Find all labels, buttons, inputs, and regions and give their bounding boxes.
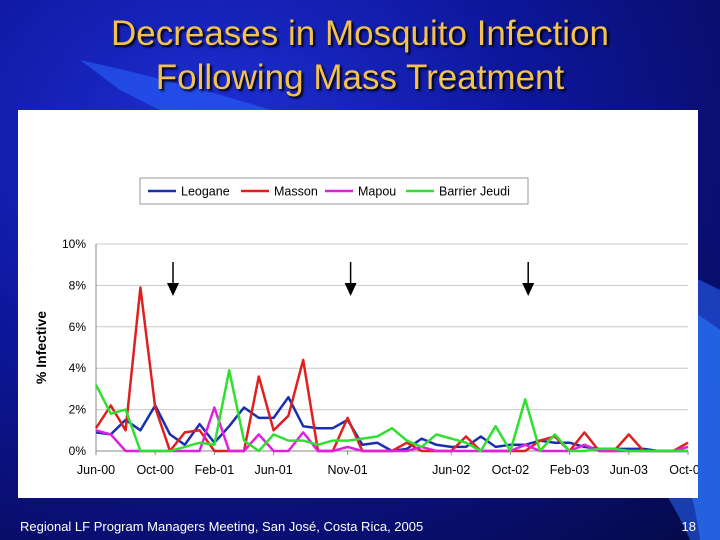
- treatment-arrow-head: [522, 283, 535, 296]
- title-line-2: Following Mass Treatment: [155, 58, 565, 97]
- y-tick-label: 10%: [62, 237, 86, 251]
- y-tick-label: 4%: [69, 361, 87, 375]
- x-tick-label: Oct-02: [492, 463, 530, 477]
- y-tick-label: 2%: [69, 403, 87, 417]
- slide-title: Decreases in Mosquito Infection Followin…: [0, 12, 720, 100]
- x-tick-label: Jun-02: [432, 463, 470, 477]
- page-number: 18: [681, 519, 696, 534]
- x-tick-label: Oct-00: [136, 463, 174, 477]
- line-chart: 0% 2% 4% 6% 8% 10% Jun-00 Oct-00 Feb-01 Jun-01 Nov…: [33, 177, 707, 477]
- x-tick-label: Oct-03: [669, 463, 698, 477]
- chart-panel: 0% 2% 4% 6% 8% 10% Jun-00 Oct-00 Feb-01 Jun-01 Nov…: [18, 110, 707, 498]
- x-tick-label: Jun-03: [610, 463, 648, 477]
- y-tick-label: 0%: [69, 444, 87, 458]
- series-line-mapou: [95, 406, 689, 453]
- x-tick-label: Nov-01: [327, 463, 367, 477]
- legend-label: Leogane: [181, 185, 230, 199]
- y-tick-label: 8%: [69, 278, 87, 292]
- legend-label: Masson: [274, 185, 318, 199]
- series-line-barrier-jeudi: [94, 369, 688, 453]
- title-line-1: Decreases in Mosquito Infection: [110, 14, 610, 53]
- treatment-arrow-head: [167, 283, 179, 296]
- series-line-masson: [94, 286, 689, 453]
- series-line-leogane: [95, 395, 688, 453]
- x-tick-label: Feb-01: [195, 463, 235, 477]
- y-tick-label: 6%: [69, 320, 87, 334]
- legend-label: Mapou: [358, 185, 396, 199]
- legend-label: Barrier Jeudi: [439, 185, 510, 199]
- footer-text: Regional LF Program Managers Meeting, Sa…: [20, 519, 424, 534]
- treatment-arrow-head: [344, 283, 357, 296]
- x-tick-label: Feb-03: [550, 463, 590, 477]
- y-axis-label: % Infective: [33, 311, 49, 384]
- x-tick-label: Jun-00: [77, 463, 115, 477]
- x-tick-label: Jun-01: [254, 463, 292, 477]
